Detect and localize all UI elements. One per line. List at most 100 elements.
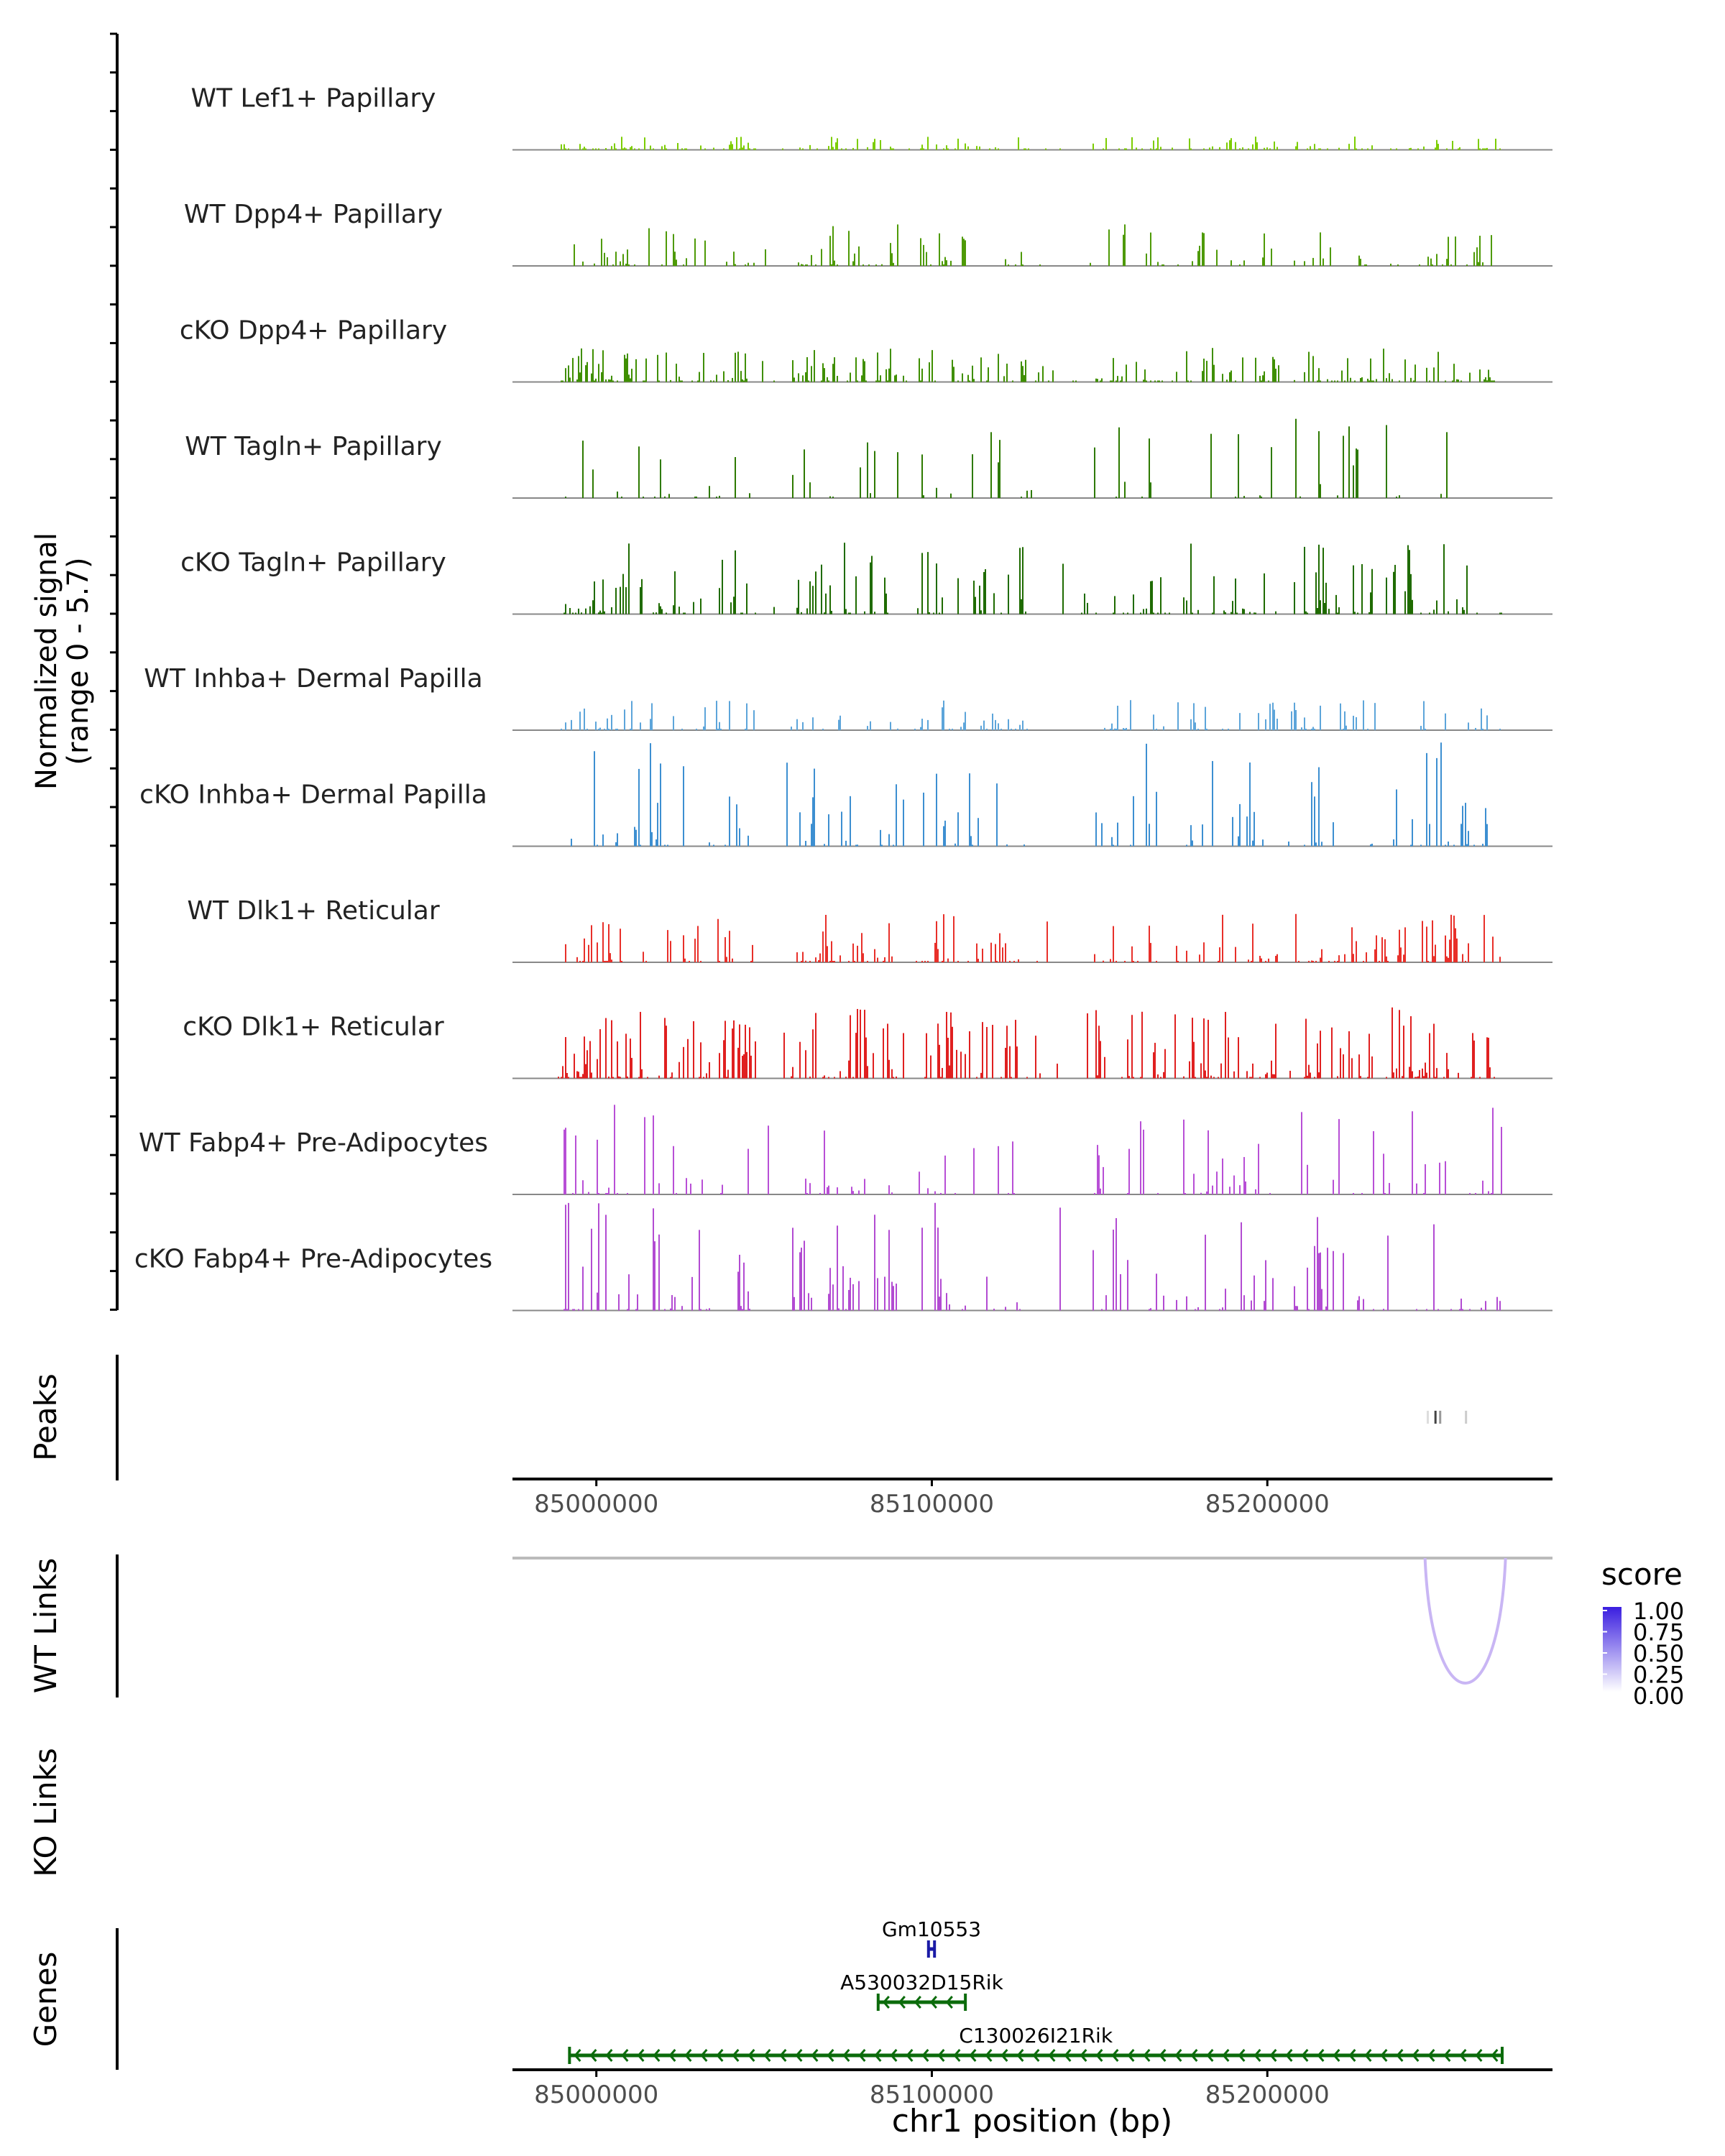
coverage-y-label-line1: Normalized signal: [30, 533, 63, 790]
strand-arrow: [1412, 2049, 1420, 2062]
coverage-tracks: WT Lef1+ Papillary WT Dpp4+ Papillary cKO …: [134, 84, 1552, 1312]
strand-arrow: [1396, 2049, 1404, 2062]
strand-arrow: [621, 2049, 629, 2062]
strand-arrow: [1222, 2049, 1230, 2062]
coverage-track: cKO Tagln+ Papillary: [180, 543, 1552, 615]
coverage-track: cKO Dlk1+ Reticular: [183, 1007, 1552, 1079]
gene-model: Gm10553: [882, 1917, 981, 1958]
strand-arrow: [1348, 2049, 1356, 2062]
track-label: WT Tagln+ Papillary: [185, 432, 442, 461]
strand-arrow: [589, 2049, 597, 2062]
gene-label: Gm10553: [882, 1917, 981, 1941]
strand-arrow: [1491, 2049, 1499, 2062]
coverage-track: WT Fabp4+ Pre-Adipocytes: [139, 1105, 1552, 1195]
strand-arrow: [1000, 2049, 1008, 2062]
coverage-track: cKO Inhba+ Dermal Papilla: [139, 742, 1552, 847]
wt-links-label: WT Links: [28, 1558, 63, 1693]
strand-arrow: [1443, 2049, 1451, 2062]
peak-region: [1434, 1411, 1437, 1424]
peak-region: [1465, 1411, 1468, 1424]
x-axis-lower: 85000000 85100000 85200000: [512, 2068, 1552, 2109]
strand-arrow: [1301, 2049, 1309, 2062]
strand-arrow: [985, 2049, 993, 2062]
strand-arrow: [1238, 2049, 1246, 2062]
strand-arrow: [1032, 2049, 1040, 2062]
track-label: cKO Tagln+ Papillary: [180, 548, 446, 578]
strand-arrow: [1285, 2049, 1293, 2062]
strand-arrow: [842, 2049, 850, 2062]
strand-arrow: [929, 1996, 937, 2009]
strand-arrow: [969, 2049, 977, 2062]
track-label: WT Dpp4+ Papillary: [184, 200, 443, 229]
strand-arrow: [1016, 2049, 1024, 2062]
strand-arrow: [1427, 2049, 1435, 2062]
coverage-track: cKO Fabp4+ Pre-Adipocytes: [134, 1202, 1552, 1312]
track-label: cKO Inhba+ Dermal Papilla: [139, 780, 487, 810]
legend-tick-label: 1.00: [1633, 1598, 1684, 1625]
strand-arrow: [858, 2049, 866, 2062]
x-axis-tick-label: 85100000: [870, 1490, 994, 1519]
strand-arrow: [668, 2049, 676, 2062]
strand-arrow: [1127, 2049, 1135, 2062]
coverage-track: WT Lef1+ Papillary: [191, 84, 1552, 151]
legend-tick-label: 0.75: [1633, 1619, 1684, 1646]
x-axis-upper: 85000000 85100000 85200000: [512, 1478, 1552, 1519]
strand-arrow: [1254, 2049, 1261, 2062]
strand-arrow: [763, 2049, 771, 2062]
strand-arrow: [937, 2049, 945, 2062]
strand-arrow: [874, 2049, 882, 2062]
strand-arrow: [1459, 2049, 1467, 2062]
strand-arrow: [1064, 2049, 1072, 2062]
strand-arrow: [795, 2049, 803, 2062]
coverage-track: WT Inhba+ Dermal Papilla: [144, 664, 1552, 731]
gene-label: A530032D15Rik: [840, 1971, 1003, 1994]
strand-arrow: [827, 2049, 834, 2062]
strand-arrow: [1159, 2049, 1167, 2062]
score-legend: score 1.000.750.500.250.00: [1601, 1557, 1684, 1710]
strand-arrow: [1269, 2049, 1277, 2062]
legend-tick-label: 0.50: [1633, 1640, 1684, 1667]
strand-arrow: [637, 2049, 645, 2062]
legend-color-bar: [1603, 1607, 1622, 1692]
x-axis-tick-label: 85000000: [534, 2081, 658, 2109]
strand-arrow: [1380, 2049, 1388, 2062]
peak-region: [1426, 1411, 1429, 1424]
legend-title: score: [1601, 1557, 1683, 1592]
strand-arrow: [882, 1996, 890, 2009]
track-label: WT Lef1+ Papillary: [191, 84, 436, 114]
track-label: WT Inhba+ Dermal Papilla: [144, 664, 482, 694]
peaks-label: Peaks: [28, 1373, 63, 1461]
x-axis-tick-label: 85100000: [870, 2081, 994, 2109]
strand-arrow: [1048, 2049, 1056, 2062]
strand-arrow: [779, 2049, 787, 2062]
genes-label: Genes: [28, 1952, 63, 2047]
strand-arrow: [1333, 2049, 1340, 2062]
strand-arrow: [1111, 2049, 1119, 2062]
strand-arrow: [1206, 2049, 1214, 2062]
coverage-track: cKO Dpp4+ Papillary: [180, 316, 1552, 383]
x-axis-title: chr1 position (bp): [892, 2103, 1173, 2139]
track-label: WT Fabp4+ Pre-Adipocytes: [139, 1128, 488, 1158]
legend-ticks: 1.000.750.500.250.00: [1603, 1598, 1684, 1710]
strand-arrow: [732, 2049, 740, 2062]
gene-model: A530032D15Rik: [840, 1971, 1004, 2011]
strand-arrow: [700, 2049, 708, 2062]
strand-arrow: [1143, 2049, 1151, 2062]
gene-model: C130026I21Rik: [568, 2024, 1504, 2064]
strand-arrow: [684, 2049, 692, 2062]
wt-links-track: [512, 1557, 1552, 1685]
strand-arrow: [953, 2049, 961, 2062]
strand-arrow: [1317, 2049, 1325, 2062]
strand-arrow: [914, 1996, 921, 2009]
strand-arrow: [906, 2049, 914, 2062]
link-arc: [1423, 1557, 1507, 1685]
strand-arrow: [1080, 2049, 1087, 2062]
strand-arrow: [748, 2049, 755, 2062]
track-label: WT Dlk1+ Reticular: [187, 896, 439, 926]
strand-arrow: [898, 1996, 906, 2009]
x-axis-tick-label: 85200000: [1205, 1490, 1330, 1519]
legend-tick-label: 0.00: [1633, 1682, 1684, 1710]
track-label: cKO Dlk1+ Reticular: [183, 1013, 444, 1042]
peak-region: [1439, 1411, 1442, 1424]
